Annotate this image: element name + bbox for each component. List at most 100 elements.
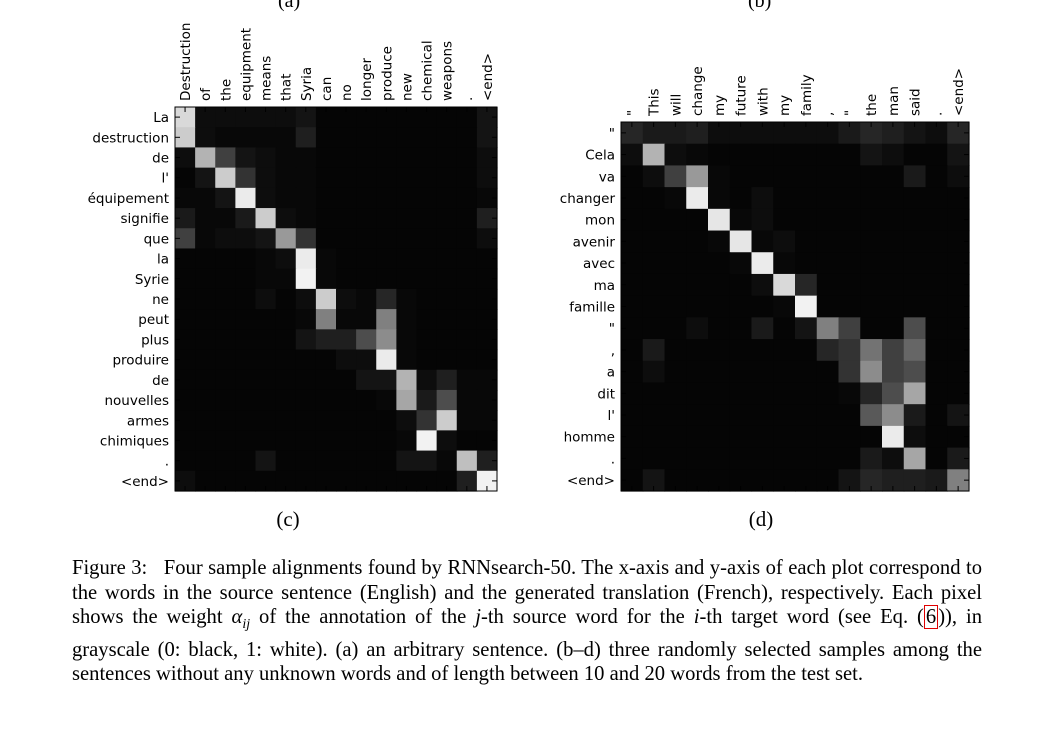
heatmap-c-cell — [235, 288, 257, 310]
heatmap-c-cell — [396, 389, 418, 411]
heatmap-d-cell — [642, 317, 666, 340]
y-tick-label: . — [165, 454, 169, 470]
heatmap-c-cell — [295, 248, 317, 270]
heatmap-d-cell — [838, 273, 861, 297]
heatmap-c-cell — [175, 208, 196, 229]
heatmap-c-cell — [436, 127, 458, 149]
heatmap-d-cell — [642, 469, 666, 492]
heatmap-d-cell — [816, 252, 840, 275]
heatmap-d-cell — [947, 252, 970, 275]
heatmap-c-cell — [396, 450, 418, 472]
heatmap-d-cell — [816, 425, 840, 449]
heatmap-d-cell — [816, 143, 840, 167]
heatmap-c-cell — [215, 248, 236, 270]
heatmap-d-cell — [795, 187, 818, 210]
heatmap-c-cell — [315, 248, 337, 270]
heatmap-d-cell — [708, 295, 731, 318]
heatmap-d-cell — [860, 165, 883, 188]
heatmap-d-cell — [882, 404, 905, 427]
heatmap-c-cell — [476, 369, 498, 391]
heatmap-c-cell — [255, 127, 277, 149]
heatmap-c-cell — [416, 450, 438, 472]
heatmap-d-cell — [751, 143, 774, 167]
heatmap-c-cell — [315, 369, 337, 391]
heatmap-d-cell — [729, 317, 753, 340]
alpha-subscript: ij — [242, 617, 251, 633]
heatmap-c-cell — [315, 430, 337, 452]
heatmap-c-cell — [416, 470, 438, 492]
heatmap-d-cell — [729, 122, 753, 145]
heatmap-d-svg: " Cela va changer mon avenir avec ma famille ", ad… — [560, 66, 970, 492]
heatmap-c-cell — [175, 127, 196, 149]
heatmap-d-cell — [773, 252, 796, 275]
heatmap-d-cell — [925, 360, 948, 384]
heatmap-c-cell — [215, 107, 236, 128]
heatmap-d-cell — [773, 295, 796, 318]
heatmap-c-cell — [376, 410, 397, 431]
heatmap-d-cell — [838, 360, 861, 384]
heatmap-c-cell — [255, 309, 277, 330]
y-tick-label: , — [611, 343, 615, 359]
x-tick-label: Destruction — [178, 23, 194, 101]
heatmap-c-cell — [215, 187, 236, 209]
heatmap-c-cell — [215, 268, 236, 290]
heatmap-d-cell — [621, 339, 644, 362]
heatmap-c-cell — [195, 107, 216, 128]
heatmap-c-cell — [315, 470, 337, 492]
heatmap-d-cell — [686, 165, 709, 188]
heatmap-d-cell — [816, 447, 840, 470]
x-tick-label: the — [864, 94, 880, 116]
heatmap-c-cell — [456, 268, 478, 290]
heatmap-d-cell — [947, 382, 970, 405]
heatmap-d-cell — [795, 339, 818, 362]
y-tick-label: chimiques — [100, 433, 169, 449]
heatmap-d-cell — [642, 425, 666, 449]
heatmap-c-cell — [235, 450, 257, 472]
heatmap-d-cell — [903, 208, 927, 232]
heatmap-d-cell — [642, 252, 666, 275]
heatmap-c-cell — [215, 147, 236, 169]
heatmap-d-cell — [947, 208, 970, 232]
heatmap-c-cell — [436, 208, 458, 229]
x-tick-label: new — [399, 73, 415, 101]
heatmap-c-cell — [336, 248, 357, 270]
heatmap-c-cell — [456, 167, 478, 189]
heatmap-c-cell — [295, 268, 317, 290]
y-tick-label: ma — [594, 278, 615, 294]
heatmap-c-cell — [275, 450, 297, 472]
heatmap-d-cell — [882, 469, 905, 492]
heatmap-c-cell — [476, 450, 498, 472]
heatmap-c-cell — [215, 410, 236, 431]
heatmap-d-cell — [642, 187, 666, 210]
heatmap-d-cell — [795, 143, 818, 167]
heatmap-c-cell — [456, 288, 478, 310]
heatmap-c-cell — [195, 147, 216, 169]
heatmap-c-cell — [195, 430, 216, 452]
heatmap-d-cell — [838, 447, 861, 470]
heatmap-d-cell — [729, 447, 753, 470]
heatmap-c-cell — [396, 167, 418, 189]
heatmap-d-cell — [903, 317, 927, 340]
heatmap-c-cell — [275, 349, 297, 371]
heatmap-c-cell — [336, 450, 357, 472]
heatmap-c-cell — [376, 369, 397, 391]
heatmap-d-cell — [773, 425, 796, 449]
heatmap-c-cell — [175, 329, 196, 351]
heatmap-d-cell — [664, 187, 687, 210]
heatmap-c-cell — [215, 127, 236, 149]
heatmap-c-cell — [416, 107, 438, 128]
caption-text-5: )), in grayscale (0: black, 1: white). (… — [72, 606, 982, 686]
heatmap-c-cell — [396, 430, 418, 452]
heatmap-c-cell — [175, 107, 196, 128]
heatmap-c-cell — [456, 309, 478, 330]
heatmap-d-cell — [903, 360, 927, 384]
heatmap-d-cell — [729, 360, 753, 384]
heatmap-c-cell — [396, 349, 418, 371]
heatmap-c-cell — [396, 248, 418, 270]
heatmap-c-cell — [215, 369, 236, 391]
heatmap-c-cell — [295, 107, 317, 128]
heatmap-d-cell — [860, 469, 883, 492]
equation-reference-link[interactable]: 6 — [923, 605, 939, 630]
heatmap-d-cell — [751, 122, 774, 145]
heatmap-c-cell — [476, 187, 498, 209]
